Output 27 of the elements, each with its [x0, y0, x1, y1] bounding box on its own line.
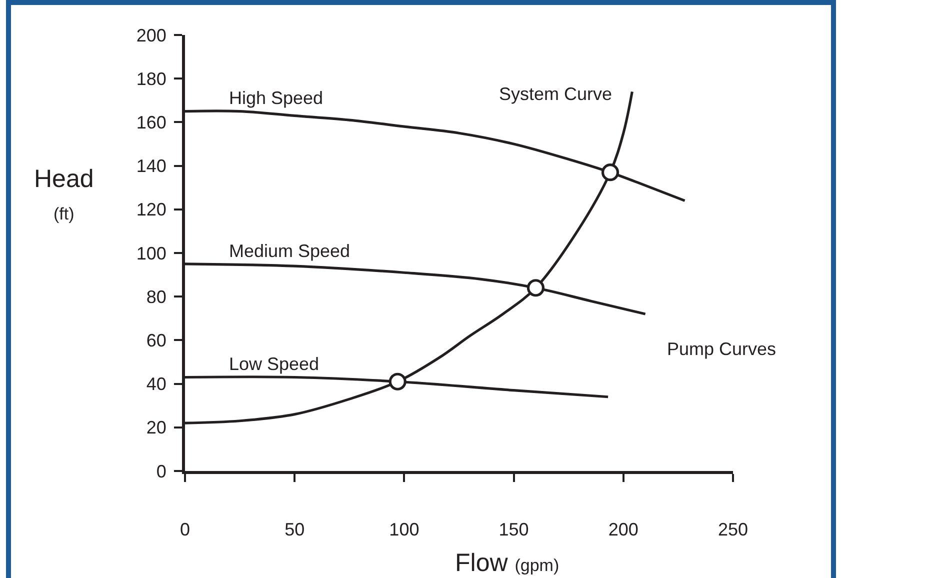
series-label: Medium Speed	[229, 241, 350, 261]
y-tick-label: 160	[136, 112, 166, 132]
y-axis-title: Head (ft)	[34, 165, 94, 224]
y-tick-label: 0	[156, 461, 166, 482]
x-tick-label: 250	[718, 520, 748, 540]
y-tick-label: 100	[136, 243, 166, 264]
y-tick-label: 140	[136, 156, 166, 176]
y-tick-label: 60	[146, 330, 166, 350]
y-tick-label: 120	[136, 200, 166, 220]
series-label: High Speed	[229, 88, 324, 108]
y-tick-label: 20	[146, 418, 166, 438]
x-tick-label: 50	[284, 520, 305, 540]
x-tick-label: 0	[180, 520, 190, 540]
point	[388, 372, 406, 390]
point	[526, 279, 545, 297]
y-tick-label: 180	[136, 68, 166, 89]
point	[601, 164, 620, 182]
y-tick-label: 40	[146, 374, 166, 394]
y-tick-label: 80	[146, 286, 166, 307]
series-label: Low Speed	[229, 354, 320, 374]
annotation: Pump Curves	[667, 339, 776, 359]
x-tick-label: 200	[608, 520, 638, 540]
x-tick-label: 150	[498, 520, 529, 540]
y-tick-label: 200	[136, 25, 166, 46]
x-tick-label: 100	[389, 520, 420, 540]
x-axis-title: Flow (gpm)	[455, 549, 560, 577]
series-label: System Curve	[499, 84, 612, 104]
